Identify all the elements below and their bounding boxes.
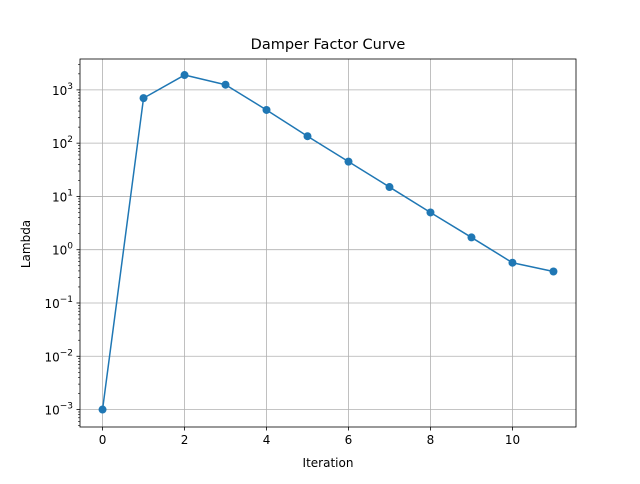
x-tick-label: 6	[345, 433, 353, 447]
data-point	[98, 405, 107, 414]
data-point	[385, 183, 394, 192]
x-tick-label: 10	[505, 433, 520, 447]
x-tick-label: 8	[427, 433, 435, 447]
data-point	[139, 94, 148, 103]
y-tick-exponent: −2	[60, 348, 73, 358]
y-tick-base: 10	[52, 190, 67, 204]
y-tick-base: 10	[52, 137, 67, 151]
data-point	[180, 71, 189, 80]
x-tick-label: 4	[263, 433, 271, 447]
data-point	[467, 233, 476, 242]
y-tick-base: 10	[44, 404, 59, 418]
data-point	[549, 267, 558, 276]
y-tick-label: 101	[52, 188, 73, 204]
chart-title: Damper Factor Curve	[251, 37, 406, 53]
x-tick-label: 2	[181, 433, 189, 447]
y-tick-base: 10	[52, 244, 67, 258]
series-line	[101, 74, 554, 410]
data-point	[262, 105, 271, 114]
y-tick-label: 102	[52, 135, 73, 151]
y-tick-exponent: 3	[67, 82, 73, 92]
y-tick-exponent: 1	[67, 188, 73, 198]
data-point	[303, 132, 312, 141]
y-axis-label: Lambda	[19, 220, 33, 268]
y-tick-label: 10−2	[44, 348, 73, 364]
y-tick-exponent: 2	[67, 135, 73, 145]
data-point	[508, 258, 517, 267]
y-tick-base: 10	[52, 84, 67, 98]
series-layer	[98, 71, 558, 414]
grid-lines	[80, 59, 576, 427]
x-tick-label: 0	[99, 433, 107, 447]
y-tick-base: 10	[44, 350, 59, 364]
plot-border	[79, 58, 577, 428]
plot-frame	[79, 58, 577, 428]
data-point	[221, 80, 230, 89]
y-tick-exponent: 0	[67, 242, 73, 252]
y-tick-label: 10−1	[44, 295, 73, 311]
y-tick-exponent: −3	[60, 402, 73, 412]
data-point	[344, 157, 353, 166]
x-axis-label: Iteration	[303, 456, 354, 470]
y-tick-label: 100	[52, 242, 73, 258]
y-tick-label: 10−3	[44, 402, 73, 418]
y-tick-label: 103	[52, 82, 73, 98]
y-tick-base: 10	[44, 297, 59, 311]
data-point	[426, 208, 435, 217]
y-tick-exponent: −1	[60, 295, 73, 305]
